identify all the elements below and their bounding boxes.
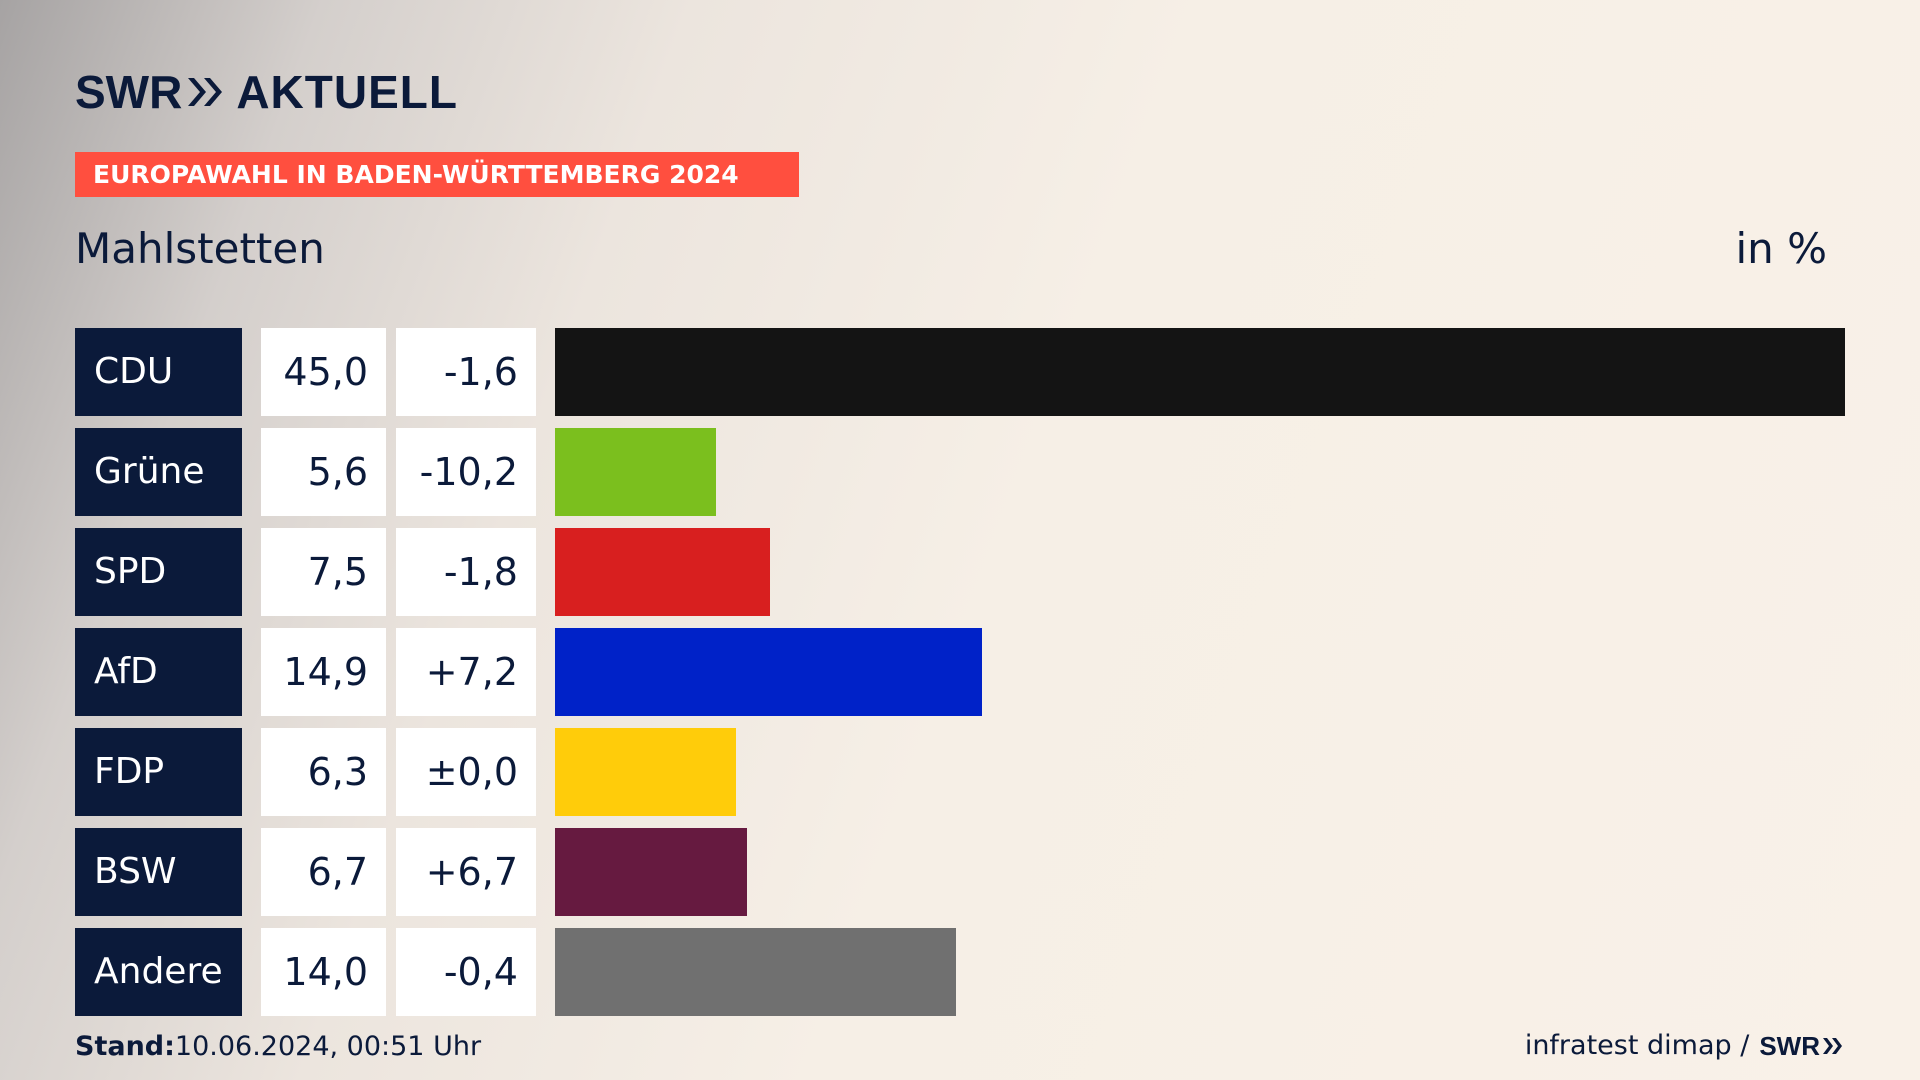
result-row: BSW 6,7 +6,7 — [75, 828, 1845, 916]
footer-timestamp: Stand:10.06.2024, 00:51 Uhr — [75, 1030, 481, 1064]
party-label: Andere — [75, 928, 242, 1016]
source-label: infratest dimap / — [1524, 1030, 1750, 1061]
party-label: BSW — [75, 828, 242, 916]
vote-share-value: 14,0 — [261, 928, 386, 1016]
unit-label: in % — [1735, 224, 1827, 273]
municipality-title: Mahlstetten — [75, 224, 325, 273]
double-chevron-icon — [188, 78, 223, 106]
party-label: CDU — [75, 328, 242, 416]
result-bar — [555, 628, 982, 716]
result-bar — [555, 528, 770, 616]
vote-change-value: +6,7 — [396, 828, 536, 916]
party-label: SPD — [75, 528, 242, 616]
vote-change-value: ±0,0 — [396, 728, 536, 816]
result-bar — [555, 928, 956, 1016]
vote-share-value: 7,5 — [261, 528, 386, 616]
footer-swr-logo: SWR — [1759, 1031, 1820, 1061]
party-label: AfD — [75, 628, 242, 716]
vote-change-value: -1,6 — [396, 328, 536, 416]
logo-swr-text: SWR — [75, 66, 183, 118]
swr-aktuell-logo: SWR AKTUELL — [75, 66, 458, 118]
stand-label: Stand: — [75, 1031, 175, 1062]
vote-share-value: 6,3 — [261, 728, 386, 816]
result-row: CDU 45,0 -1,6 — [75, 328, 1845, 416]
footer-source: infratest dimap / SWR — [1525, 1029, 1844, 1063]
result-bar — [555, 828, 747, 916]
result-row: Andere 14,0 -0,4 — [75, 928, 1845, 1016]
small-double-chevron-icon — [1823, 1038, 1842, 1054]
vote-change-value: -10,2 — [396, 428, 536, 516]
result-row: AfD 14,9 +7,2 — [75, 628, 1845, 716]
vote-change-value: +7,2 — [396, 628, 536, 716]
party-label: FDP — [75, 728, 242, 816]
result-row: SPD 7,5 -1,8 — [75, 528, 1845, 616]
vote-change-value: -0,4 — [396, 928, 536, 1016]
vote-share-value: 14,9 — [261, 628, 386, 716]
result-row: FDP 6,3 ±0,0 — [75, 728, 1845, 816]
result-bar — [555, 728, 736, 816]
vote-share-value: 45,0 — [261, 328, 386, 416]
result-bar — [555, 328, 1845, 416]
vote-change-value: -1,8 — [396, 528, 536, 616]
election-banner: EUROPAWAHL IN BADEN-WÜRTTEMBERG 2024 — [75, 152, 799, 197]
result-bar — [555, 428, 716, 516]
party-label: Grüne — [75, 428, 242, 516]
result-row: Grüne 5,6 -10,2 — [75, 428, 1845, 516]
vote-share-value: 5,6 — [261, 428, 386, 516]
stand-value: 10.06.2024, 00:51 Uhr — [174, 1031, 482, 1062]
logo-aktuell-text: AKTUELL — [236, 66, 458, 118]
vote-share-value: 6,7 — [261, 828, 386, 916]
